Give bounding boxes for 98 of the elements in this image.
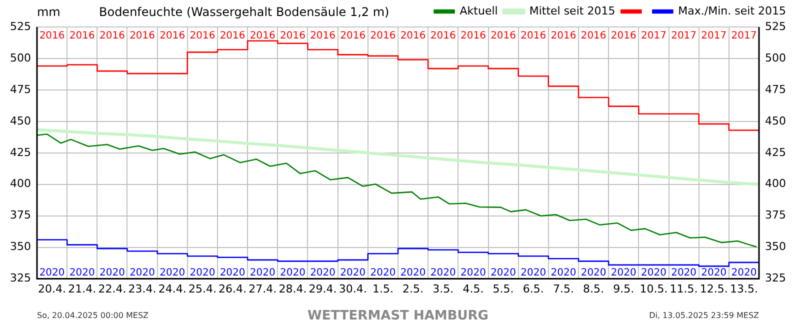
x-tick-label: 10.5. bbox=[640, 282, 668, 296]
legend-label: Mittel seit 2015 bbox=[529, 4, 616, 18]
annotation: 2020 bbox=[310, 267, 336, 278]
chart-title: Bodenfeuchte (Wassergehalt Bodensäule 1,2 m) bbox=[98, 5, 390, 20]
annotation: 2016 bbox=[610, 30, 636, 42]
annotation: 2017 bbox=[640, 30, 666, 42]
y-tick-label: 525 bbox=[10, 20, 31, 33]
annotation: 2020 bbox=[671, 267, 697, 278]
y2-tick-label: 350 bbox=[765, 240, 786, 254]
annotation: 2016 bbox=[130, 30, 156, 42]
annotation: 2016 bbox=[400, 30, 426, 42]
y-tick-label: 325 bbox=[10, 272, 31, 285]
x-tick-label: 4.5. bbox=[462, 282, 484, 296]
y2-tick-label: 425 bbox=[765, 146, 786, 159]
annotation: 2016 bbox=[160, 30, 186, 42]
y-axis-title: mm bbox=[36, 5, 60, 20]
annotation: 2016 bbox=[39, 30, 65, 42]
annotation: 2016 bbox=[340, 30, 366, 42]
x-tick-label: 6.5. bbox=[522, 282, 544, 296]
y-tick-label: 350 bbox=[10, 240, 31, 254]
legend-label: Max./Min. seit 2015 bbox=[678, 4, 786, 18]
annotation: 2016 bbox=[370, 30, 396, 42]
y-tick-label: 475 bbox=[10, 82, 31, 96]
x-tick-label: 30.4. bbox=[338, 282, 367, 296]
annotation: 2020 bbox=[640, 267, 666, 278]
annotation: 2016 bbox=[550, 30, 576, 42]
annotation: 2020 bbox=[220, 267, 246, 278]
text: WETTERMAST HAMBURG bbox=[308, 308, 488, 324]
x-tick-label: 8.5. bbox=[583, 282, 604, 296]
annotation: 2020 bbox=[520, 267, 546, 278]
annotation: 2020 bbox=[731, 267, 757, 278]
annotation: 2020 bbox=[280, 267, 306, 278]
text: So, 20.04.2025 00:00 MESZ bbox=[36, 311, 150, 320]
x-tick-label: 22.4. bbox=[98, 282, 126, 296]
annotation: 2020 bbox=[190, 267, 216, 278]
y-tick-label: 450 bbox=[10, 114, 31, 128]
annotation: 2020 bbox=[701, 267, 727, 278]
annotation: 2020 bbox=[69, 267, 95, 278]
annotation: 2020 bbox=[370, 267, 396, 278]
y2-tick-label: 525 bbox=[765, 20, 786, 33]
x-tick-label: 9.5. bbox=[613, 282, 634, 296]
y2-tick-label: 500 bbox=[765, 51, 786, 64]
annotation: 2016 bbox=[280, 30, 306, 42]
x-tick-label: 26.4. bbox=[218, 282, 247, 296]
x-tick-label: 1.5. bbox=[372, 282, 394, 296]
annotation: 2016 bbox=[99, 30, 125, 42]
annotation: 2020 bbox=[460, 267, 486, 278]
annotation: 2016 bbox=[69, 30, 95, 42]
x-tick-label: 12.5. bbox=[700, 282, 728, 296]
annotation: 2016 bbox=[460, 30, 486, 42]
annotation: 2016 bbox=[250, 30, 276, 42]
annotation: 2020 bbox=[550, 267, 576, 278]
y2-tick-label: 325 bbox=[765, 272, 786, 285]
x-tick-label: 20.4. bbox=[38, 282, 66, 296]
annotation: 2020 bbox=[130, 267, 156, 278]
x-tick-label: 29.4. bbox=[308, 282, 337, 296]
x-tick-label: 23.4. bbox=[128, 282, 156, 296]
x-tick-label: 28.4. bbox=[278, 282, 307, 296]
x-tick-label: 25.4. bbox=[188, 282, 216, 296]
y-tick-label: 425 bbox=[10, 146, 31, 159]
annotation: 2020 bbox=[430, 267, 456, 278]
text: Di, 13.05.2025 23:59 MESZ bbox=[649, 311, 760, 320]
x-tick-label: 13.5. bbox=[730, 282, 758, 296]
annotation: 2016 bbox=[520, 30, 546, 42]
annotation: 2020 bbox=[340, 267, 366, 278]
annotation: 2020 bbox=[99, 267, 125, 278]
x-tick-label: 3.5. bbox=[432, 282, 454, 296]
x-tick-label: 27.4. bbox=[248, 282, 277, 296]
annotation: 2017 bbox=[701, 30, 727, 42]
annotation: 2020 bbox=[400, 267, 426, 278]
annotation: 2017 bbox=[731, 30, 757, 42]
annotation: 2020 bbox=[250, 267, 276, 278]
annotation: 2020 bbox=[160, 267, 186, 278]
y-tick-label: 500 bbox=[10, 51, 31, 64]
annotation: 2020 bbox=[39, 267, 65, 278]
annotation: 2016 bbox=[310, 30, 336, 42]
x-tick-label: 11.5. bbox=[670, 282, 698, 296]
annotation: 2016 bbox=[430, 30, 456, 42]
x-tick-label: 24.4. bbox=[158, 282, 186, 296]
y-tick-label: 400 bbox=[10, 177, 31, 190]
legend-label: Aktuell bbox=[460, 4, 498, 18]
x-tick-label: 7.5. bbox=[552, 282, 574, 296]
y-tick-label: 375 bbox=[10, 208, 31, 222]
x-tick-label: 2.5. bbox=[402, 282, 424, 296]
y2-tick-label: 475 bbox=[765, 82, 786, 96]
annotation: 2016 bbox=[220, 30, 246, 42]
annotation: 2020 bbox=[490, 267, 516, 278]
annotation: 2017 bbox=[671, 30, 697, 42]
y2-tick-label: 375 bbox=[765, 208, 786, 222]
annotation: 2020 bbox=[580, 267, 606, 278]
annotation: 2020 bbox=[610, 267, 636, 278]
annotation: 2016 bbox=[580, 30, 606, 42]
annotation: 2016 bbox=[190, 30, 216, 42]
y2-tick-label: 400 bbox=[765, 177, 786, 190]
y2-tick-label: 450 bbox=[765, 114, 786, 128]
x-tick-label: 5.5. bbox=[492, 282, 514, 296]
x-tick-label: 21.4. bbox=[68, 282, 96, 296]
annotation: 2016 bbox=[490, 30, 516, 42]
